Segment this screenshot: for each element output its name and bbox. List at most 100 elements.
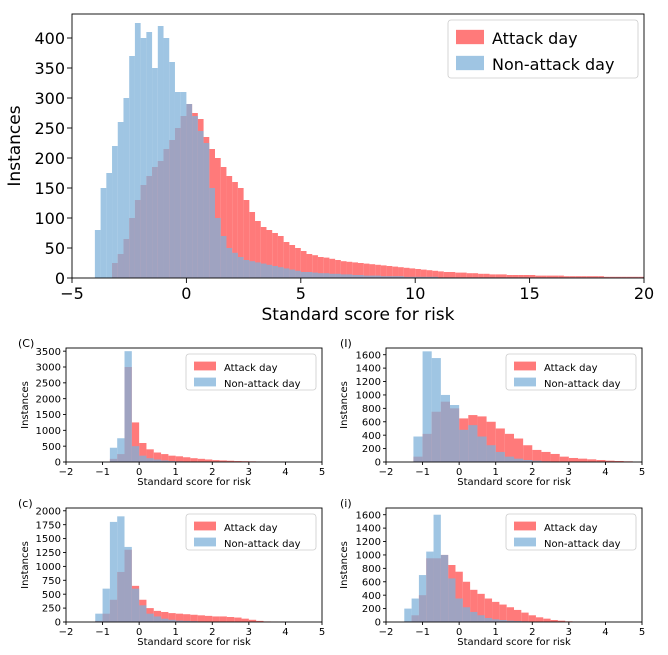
attack-bar — [329, 258, 336, 278]
non-attack-bar — [312, 272, 318, 278]
non-attack-bar — [514, 620, 522, 622]
x-axis-label: Standard score for risk — [457, 637, 571, 648]
non-attack-bar — [431, 358, 441, 462]
y-tick-label: 1000 — [36, 426, 61, 437]
attack-bar — [220, 167, 227, 278]
attack-bar — [575, 276, 582, 278]
x-tick-label: 20 — [634, 284, 654, 303]
non-attack-bar — [183, 620, 191, 622]
x-tick-label: 5 — [639, 467, 645, 478]
attack-bar — [241, 618, 249, 622]
legend: Attack day Non-attack day — [505, 353, 637, 391]
non-attack-bar — [335, 273, 341, 278]
non-attack-bar — [131, 588, 140, 622]
attack-bar — [569, 276, 576, 278]
plot-frame — [65, 347, 323, 463]
chart-panel-3: −2 −1 0 1 2 3 4 5 0 250 500 750 1000 1250 1500 1750 2000… — [18, 497, 325, 648]
non-attack-bar — [420, 276, 427, 278]
x-tick-label: 1 — [493, 467, 499, 478]
attack-bar — [168, 613, 176, 622]
x-axis-label: Standard score for risk — [137, 637, 251, 648]
attack-bar — [605, 460, 615, 462]
attack-bar — [226, 460, 235, 462]
attack-bar — [506, 607, 514, 622]
non-attack-bar — [112, 146, 118, 278]
x-tick-label: 4 — [282, 467, 288, 478]
x-tick-label: 0 — [456, 467, 462, 478]
y-tick-label: 400 — [362, 431, 381, 442]
non-attack-bar — [352, 275, 358, 278]
plot-frame — [65, 507, 323, 623]
attack-bar — [521, 612, 529, 622]
attack-bar — [568, 457, 578, 462]
non-attack-bar — [329, 273, 336, 278]
legend-box — [185, 513, 317, 551]
non-attack-bar — [102, 588, 110, 622]
non-attack-bar — [283, 268, 290, 278]
attack-bar — [204, 459, 213, 462]
x-tick-label: 4 — [602, 627, 608, 638]
non-attack-bar — [226, 248, 233, 278]
x-tick-label: 4 — [602, 467, 608, 478]
legend-swatch-attack — [514, 521, 536, 531]
y-tick-label: 800 — [362, 564, 381, 575]
y-tick-label: 800 — [362, 404, 381, 415]
attack-bar — [317, 257, 324, 278]
legend: Attack day Non-attack day — [447, 19, 639, 79]
non-attack-bar — [129, 56, 135, 278]
non-attack-bar — [386, 276, 393, 278]
non-attack-bar — [523, 459, 533, 462]
attack-bar — [559, 456, 569, 462]
x-tick-label: 10 — [405, 284, 425, 303]
x-tick-label: −1 — [95, 467, 110, 478]
non-attack-bar — [440, 554, 449, 622]
non-attack-bar — [433, 514, 441, 622]
y-tick-label: 200 — [362, 604, 381, 615]
non-attack-bar — [484, 617, 493, 622]
x-tick-label: −1 — [415, 467, 430, 478]
attack-bar — [161, 454, 169, 462]
non-attack-bar — [499, 619, 507, 622]
non-attack-bar — [100, 188, 107, 278]
non-attack-bar — [117, 122, 124, 278]
attack-bar — [529, 275, 536, 278]
legend-swatch-non-attack — [456, 55, 484, 71]
y-tick-label: 0 — [375, 618, 381, 629]
x-axis-label: Standard score for risk — [137, 477, 251, 488]
non-attack-bar — [323, 273, 330, 278]
non-attack-bar — [448, 578, 456, 622]
attack-bar — [243, 200, 250, 278]
attack-bar — [380, 265, 387, 278]
x-tick-label: 0 — [136, 627, 142, 638]
non-attack-bar — [468, 425, 478, 462]
attack-bar — [153, 452, 162, 462]
non-attack-bar — [403, 276, 410, 278]
non-attack-bar — [146, 32, 153, 278]
plot-frame — [385, 507, 643, 623]
non-attack-bar — [470, 611, 478, 622]
attack-bar — [546, 275, 553, 278]
attack-bar — [175, 613, 184, 622]
y-axis-label: Instances — [20, 381, 31, 429]
attack-bar — [139, 443, 147, 462]
non-attack-bar — [186, 104, 193, 278]
attack-bar — [462, 581, 471, 622]
x-tick-label: 0 — [456, 627, 462, 638]
non-attack-bar — [380, 276, 387, 278]
attack-bar — [514, 438, 524, 462]
attack-bar — [581, 276, 587, 278]
attack-bar — [523, 445, 533, 462]
non-attack-bar — [272, 266, 278, 278]
non-attack-bar — [422, 351, 432, 462]
non-attack-bar — [504, 456, 514, 462]
attack-bar — [255, 221, 261, 278]
attack-bar — [535, 275, 542, 278]
non-attack-bar — [255, 262, 261, 278]
legend: Attack day Non-attack day — [505, 513, 637, 551]
chart-panel-1: −2 −1 0 1 2 3 4 5 0 500 1000 1500 2000 2500 3000 3500 St… — [18, 337, 325, 488]
x-tick-label: 15 — [519, 284, 539, 303]
attack-bar — [266, 230, 273, 278]
y-tick-label: 250 — [34, 119, 65, 138]
attack-bar — [226, 617, 235, 622]
